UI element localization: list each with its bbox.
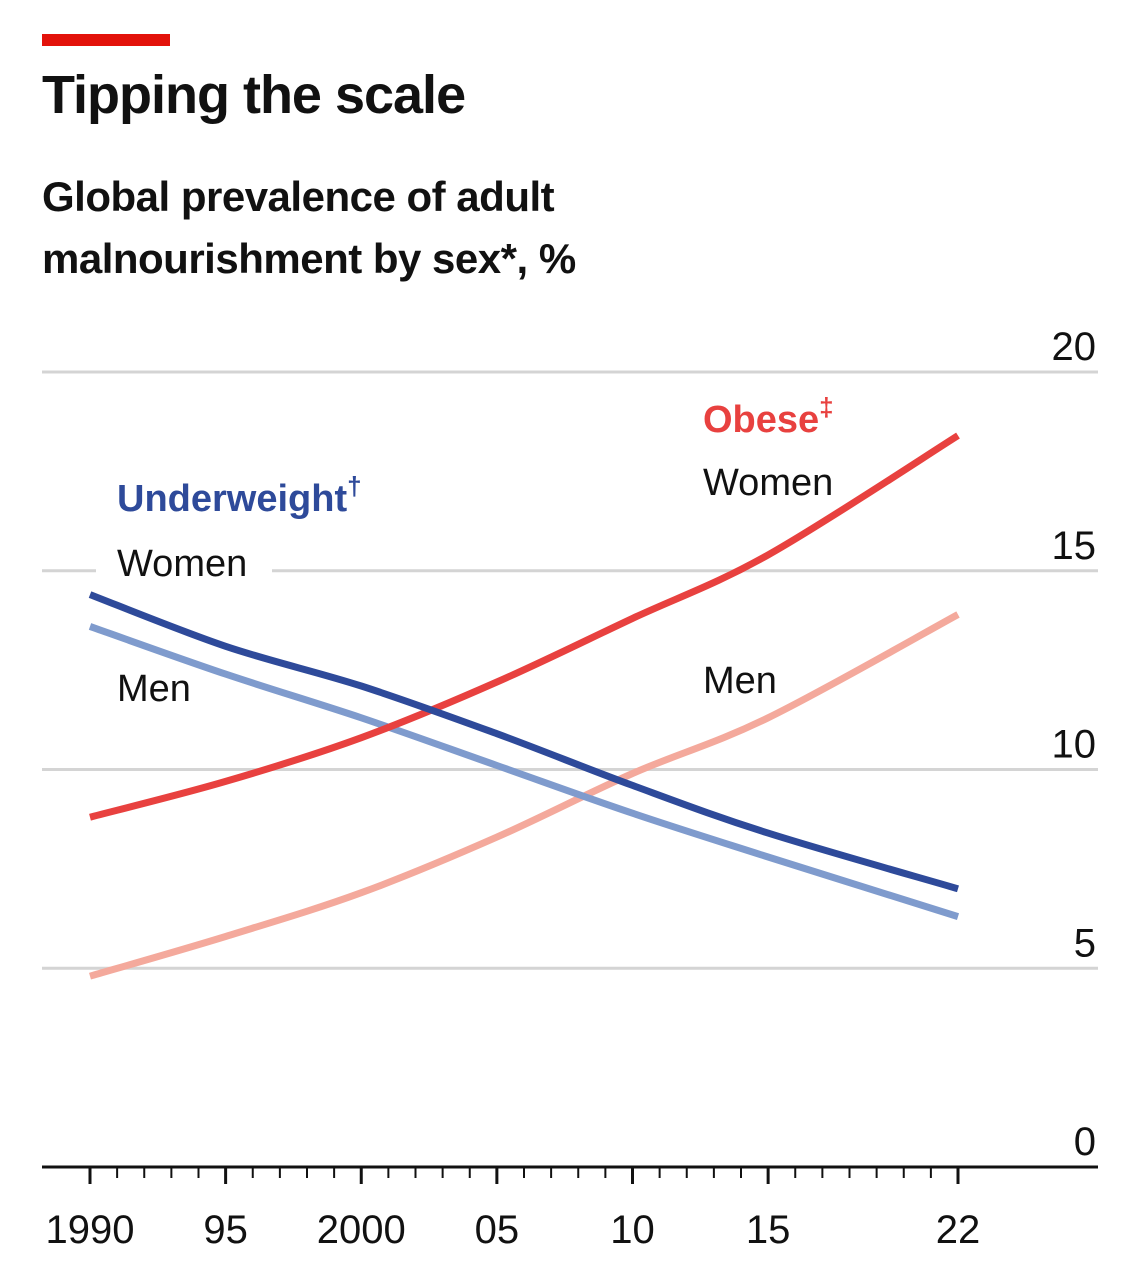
label-masks [96,560,272,581]
subtitle-line-1: Global prevalence of adult [42,173,555,220]
series-label-underweight-women: Women [117,543,247,585]
grid-lines [42,370,1098,970]
x-tick-label-2022: 22 [936,1208,981,1252]
x-tick-label-2000: 2000 [317,1208,406,1252]
x-tick-label-1990: 1990 [46,1208,135,1252]
series-line-underweight-women [88,591,959,893]
series-line-obese-women [89,432,960,821]
series-line-obese-men [89,611,960,980]
series-label-obese-men: Men [703,660,777,702]
group-label-underweight: Underweight† [117,471,362,520]
series-labels: Underweight† Women Men Obese‡ Women Men [117,392,834,710]
x-tick-label-2010: 10 [610,1208,655,1252]
series-lines [88,432,960,980]
y-axis-tick-labels: 0 5 10 15 20 [1052,325,1097,1164]
chart-subtitle: Global prevalence of adult malnourishmen… [42,166,576,290]
group-label-obese: Obese‡ [703,392,834,441]
subtitle-line-2: malnourishment by sex*, % [42,235,576,282]
y-tick-label-10: 10 [1052,723,1097,767]
series-label-underweight-men: Men [117,668,191,710]
y-tick-label-0: 0 [1074,1120,1096,1164]
y-tick-label-5: 5 [1074,921,1096,965]
x-tick-label-1995: 95 [203,1208,248,1252]
y-tick-label-20: 20 [1052,325,1097,369]
x-axis [42,1165,1098,1184]
x-axis-tick-labels: 1990 95 2000 05 10 15 22 [46,1208,981,1252]
series-line-underweight-men [88,623,960,920]
y-tick-label-15: 15 [1052,524,1097,568]
x-tick-label-2015: 15 [746,1208,791,1252]
series-label-obese-women: Women [703,462,833,504]
label-mask [96,560,272,581]
accent-bar [42,34,170,46]
chart-title: Tipping the scale [42,65,466,125]
x-tick-label-2005: 05 [475,1208,520,1252]
